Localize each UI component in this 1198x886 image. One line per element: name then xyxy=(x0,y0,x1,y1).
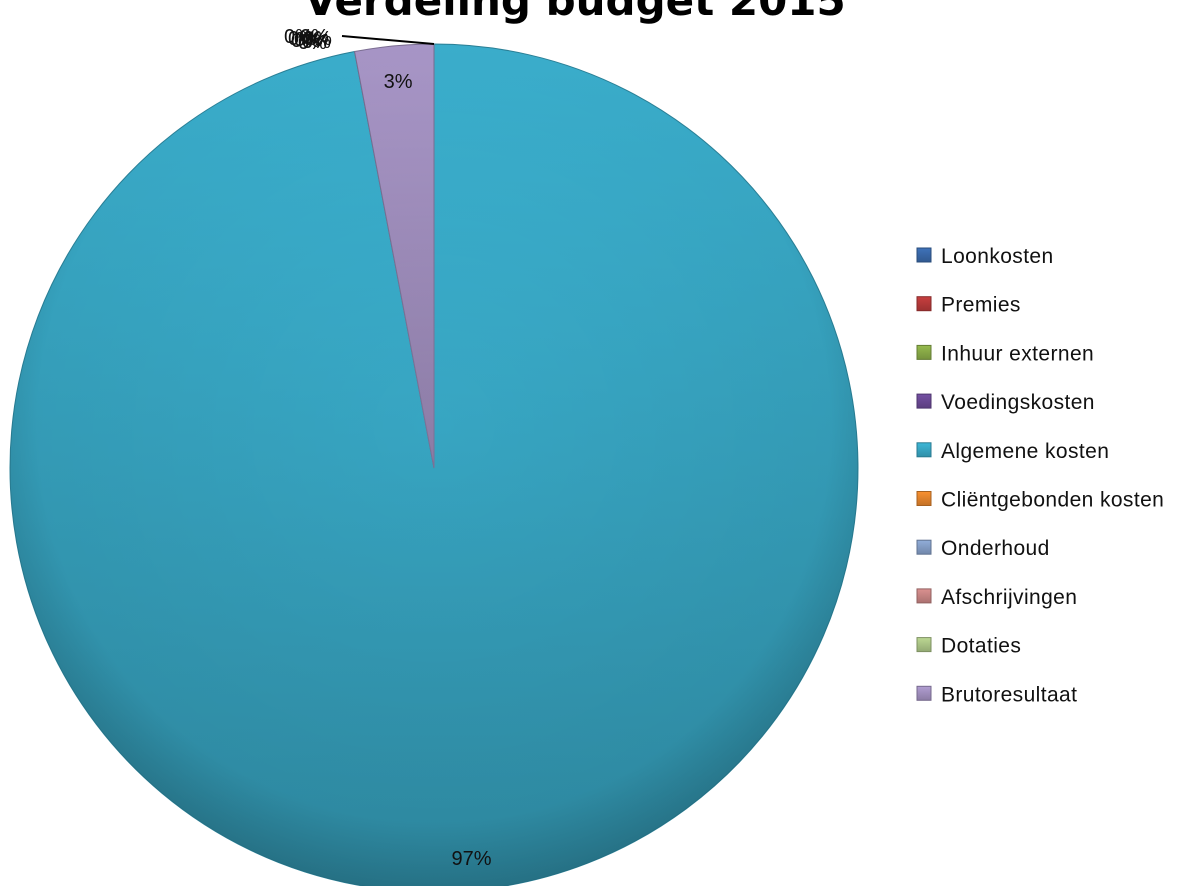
legend-swatch xyxy=(916,247,932,263)
legend-label: Voedingskosten xyxy=(941,391,1095,414)
data-label-onderhoud: 0% xyxy=(300,26,329,48)
legend-label: Dotaties xyxy=(941,635,1021,658)
pie-shading xyxy=(10,44,858,886)
legend-label: Brutoresultaat xyxy=(941,683,1077,706)
legend-swatch xyxy=(916,296,932,312)
data-label-premies: 0% xyxy=(288,28,317,50)
legend-item-dotaties: Dotaties xyxy=(916,635,1021,658)
data-label-afschrijvingen: 0% xyxy=(302,31,331,53)
chart-title: Verdeling budget 2015 xyxy=(304,0,846,25)
data-label-brutoresultaat: 3% xyxy=(384,71,413,93)
pie-data-labels: 0%0%0%0%97%0%0%0%0%3% xyxy=(284,26,492,870)
label-leader-line xyxy=(341,35,435,45)
legend-swatch xyxy=(916,393,932,409)
legend-label: Onderhoud xyxy=(941,537,1050,560)
legend-item-brutoresultaat: Brutoresultaat xyxy=(916,683,1077,706)
legend-item-clientgebonden-kosten: Cliëntgebonden kosten xyxy=(916,489,1164,512)
data-label-clientgebonden-kosten: 0% xyxy=(298,32,327,54)
pie-slices xyxy=(9,43,859,886)
legend-swatch xyxy=(916,637,932,653)
legend-label: Afschrijvingen xyxy=(941,586,1077,609)
legend-label: Algemene kosten xyxy=(941,440,1109,463)
data-label-loonkosten: 0% xyxy=(284,26,313,48)
legend-item-loonkosten: Loonkosten xyxy=(916,245,1054,268)
legend-item-afschrijvingen: Afschrijvingen xyxy=(916,586,1077,609)
legend-label: Premies xyxy=(941,294,1021,317)
legend-label: Inhuur externen xyxy=(941,342,1094,365)
legend-label: Cliëntgebonden kosten xyxy=(941,489,1164,512)
legend-item-inhuur-externen: Inhuur externen xyxy=(916,342,1094,365)
legend-item-algemene-kosten: Algemene kosten xyxy=(916,440,1109,463)
data-label-dotaties: 0% xyxy=(303,28,332,50)
legend-label: Loonkosten xyxy=(941,245,1054,268)
legend-swatch xyxy=(916,539,932,555)
data-label-algemene-kosten: 97% xyxy=(451,848,491,870)
chart-legend: Loonkosten Premies Inhuur externen Voedings… xyxy=(916,245,1164,706)
legend-swatch xyxy=(916,344,932,360)
legend-item-onderhoud: Onderhoud xyxy=(916,537,1050,560)
legend-item-premies: Premies xyxy=(916,294,1021,317)
data-label-inhuur-externen: 0% xyxy=(291,30,320,52)
legend-swatch xyxy=(916,491,932,506)
legend-item-voedingskosten: Voedingskosten xyxy=(916,391,1095,414)
legend-swatch xyxy=(916,442,932,458)
legend-swatch xyxy=(916,685,932,701)
data-label-voedingskosten: 0% xyxy=(294,29,323,51)
legend-swatch xyxy=(916,588,932,604)
